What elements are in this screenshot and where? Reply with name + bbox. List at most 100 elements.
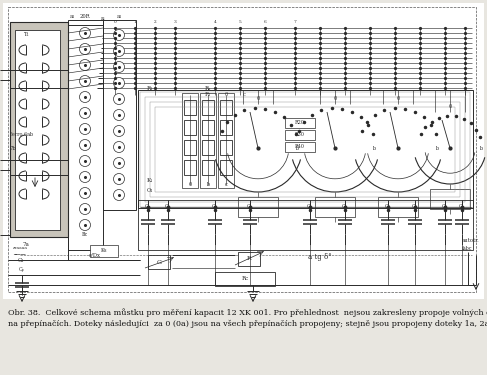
Circle shape bbox=[113, 93, 125, 105]
Circle shape bbox=[113, 158, 125, 168]
Text: R20: R20 bbox=[295, 120, 305, 126]
Circle shape bbox=[113, 141, 125, 153]
Circle shape bbox=[113, 30, 125, 40]
Text: 0: 0 bbox=[113, 20, 116, 24]
Bar bbox=[315, 197, 355, 217]
Text: b: b bbox=[480, 146, 483, 150]
Text: R30: R30 bbox=[295, 132, 305, 138]
Bar bbox=[285, 142, 315, 152]
Circle shape bbox=[79, 188, 91, 198]
Text: G₁: G₁ bbox=[18, 258, 24, 262]
Bar bbox=[155, 107, 455, 192]
Text: C₅: C₅ bbox=[307, 204, 313, 209]
Bar bbox=[15, 30, 60, 230]
Circle shape bbox=[79, 44, 91, 54]
Text: C₈: C₈ bbox=[412, 204, 418, 209]
Circle shape bbox=[113, 174, 125, 184]
Bar bbox=[103, 20, 136, 210]
Text: fabc: fabc bbox=[462, 246, 472, 250]
Bar bbox=[238, 197, 278, 217]
Text: autotr.: autotr. bbox=[462, 237, 480, 243]
Bar bbox=[285, 130, 315, 140]
Circle shape bbox=[79, 92, 91, 102]
Bar bbox=[218, 93, 234, 188]
Text: 20R: 20R bbox=[80, 15, 90, 20]
Circle shape bbox=[113, 78, 125, 88]
Text: Obr. 38.  Celkové schema můstku pro měření kapacit 12 XK 001. Pro přehlednost  n: Obr. 38. Celkové schema můstku pro měřen… bbox=[8, 308, 487, 317]
Bar bbox=[8, 7, 476, 292]
Bar bbox=[184, 100, 196, 115]
Circle shape bbox=[79, 171, 91, 183]
Circle shape bbox=[79, 204, 91, 214]
Bar bbox=[90, 245, 118, 257]
Bar bbox=[378, 197, 418, 217]
Text: b: b bbox=[206, 183, 209, 188]
Text: a₁: a₁ bbox=[100, 15, 106, 21]
Text: 1: 1 bbox=[133, 20, 136, 24]
Text: 0: 0 bbox=[188, 183, 191, 188]
Text: C₄: C₄ bbox=[247, 204, 253, 209]
Bar bbox=[285, 118, 315, 128]
Text: 7a: 7a bbox=[22, 243, 29, 248]
Text: 0: 0 bbox=[449, 105, 451, 110]
Bar bbox=[200, 93, 216, 188]
Text: 4: 4 bbox=[214, 20, 216, 24]
Text: a₁: a₁ bbox=[116, 15, 122, 20]
Bar bbox=[220, 120, 232, 135]
Bar bbox=[430, 189, 470, 209]
Text: C₃: C₃ bbox=[212, 204, 218, 209]
Text: 2: 2 bbox=[153, 20, 156, 24]
Bar bbox=[215, 272, 275, 286]
Text: zzaaaa: zzaaaa bbox=[13, 246, 28, 250]
Bar bbox=[148, 255, 170, 269]
Bar bbox=[68, 20, 103, 250]
Text: G: G bbox=[156, 260, 162, 264]
Bar bbox=[184, 160, 196, 175]
Text: 7: 7 bbox=[294, 20, 297, 24]
Circle shape bbox=[113, 126, 125, 136]
Text: 3: 3 bbox=[174, 20, 176, 24]
Bar bbox=[202, 160, 214, 175]
Bar bbox=[202, 120, 214, 135]
Bar bbox=[3, 3, 484, 299]
Text: K₁: K₁ bbox=[147, 177, 153, 183]
Text: 0: 0 bbox=[334, 96, 337, 102]
Text: ferro 6ab: ferro 6ab bbox=[10, 132, 33, 138]
Text: Cₚ: Cₚ bbox=[19, 267, 25, 273]
Text: c: c bbox=[225, 183, 227, 188]
Text: na přepínačích. Doteky následujíci  za 0 (0a) jsou na všech přepínačích propojen: na přepínačích. Doteky následujíci za 0 … bbox=[8, 320, 487, 328]
Bar bbox=[220, 100, 232, 115]
Bar bbox=[220, 140, 232, 155]
Text: e/Dx: e/Dx bbox=[89, 252, 101, 258]
Bar bbox=[220, 160, 232, 175]
Circle shape bbox=[79, 108, 91, 118]
Text: b: b bbox=[296, 146, 299, 150]
Text: ─────: ───── bbox=[13, 253, 25, 257]
Bar bbox=[138, 90, 473, 208]
Text: Rc: Rc bbox=[242, 276, 248, 282]
Text: C₁: C₁ bbox=[145, 204, 151, 209]
Circle shape bbox=[79, 219, 91, 231]
Bar bbox=[182, 93, 198, 188]
Bar bbox=[140, 92, 470, 207]
Text: 7b: 7b bbox=[10, 146, 17, 150]
Bar bbox=[150, 102, 460, 197]
Text: O₁: O₁ bbox=[147, 188, 153, 192]
Circle shape bbox=[79, 156, 91, 166]
Circle shape bbox=[113, 110, 125, 120]
Circle shape bbox=[79, 140, 91, 150]
Text: c: c bbox=[243, 93, 245, 98]
Circle shape bbox=[113, 45, 125, 57]
Text: a tg δ°: a tg δ° bbox=[308, 253, 332, 261]
Text: b: b bbox=[435, 146, 438, 150]
Bar bbox=[138, 200, 473, 250]
Text: T₁: T₁ bbox=[23, 33, 29, 38]
Text: 0: 0 bbox=[396, 96, 400, 102]
Text: R40: R40 bbox=[295, 144, 305, 150]
Text: R₁: R₁ bbox=[205, 93, 211, 98]
Text: C₇: C₇ bbox=[385, 204, 391, 209]
Bar bbox=[202, 100, 214, 115]
Text: b: b bbox=[373, 146, 375, 150]
Bar bbox=[184, 140, 196, 155]
Text: Ks: Ks bbox=[101, 249, 107, 254]
